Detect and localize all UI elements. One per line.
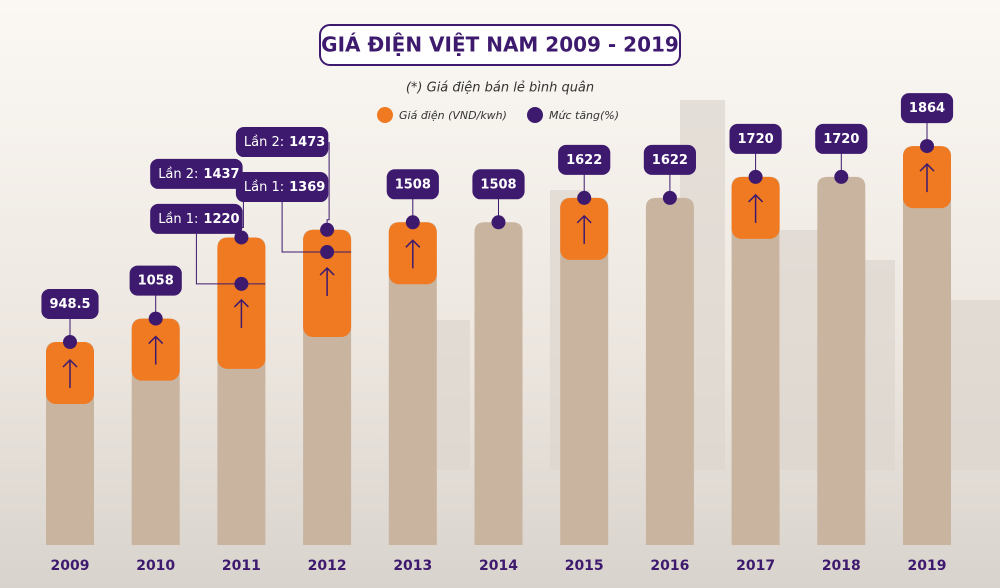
subtitle: (*) Giá điện bán lẻ bình quân [406, 81, 594, 96]
value-label-text: 1622 [652, 152, 688, 167]
value-label-text: 1622 [566, 152, 602, 167]
bar [474, 222, 523, 545]
x-tick-label: 2015 [565, 558, 604, 574]
value-text: 1058 [138, 273, 174, 288]
value-label: 1864 [900, 93, 954, 124]
step-prefix: Lần 1: [158, 211, 198, 226]
value-text: 948.5 [49, 297, 90, 312]
legend-swatch [377, 107, 393, 123]
value-label-text: Lần 1: 1220 [158, 211, 239, 226]
arrow-head [576, 214, 592, 224]
x-tick-label: 2019 [908, 558, 947, 574]
step-value: 1473 [289, 135, 325, 150]
bar [560, 197, 609, 545]
value-label-text: 1058 [138, 273, 174, 288]
value-label-text: 1508 [395, 177, 431, 192]
value-label-text: Lần 1: 1369 [244, 180, 325, 195]
value-text: 1864 [909, 101, 945, 116]
x-tick-label: 2014 [479, 558, 518, 574]
value-label-box [558, 144, 611, 175]
value-text: 1720 [738, 131, 774, 146]
value-label-text: 1720 [738, 131, 774, 146]
value-label-text: Lần 2: 1437 [158, 166, 239, 181]
value-label-box [386, 169, 439, 200]
value-label-box [815, 123, 868, 154]
dot [234, 230, 249, 245]
dot [234, 276, 249, 291]
value-label: 948.5 [41, 289, 99, 320]
step-value: 1369 [289, 180, 325, 195]
bar [903, 146, 951, 545]
value-label: 1508 [386, 169, 439, 200]
dot [320, 222, 335, 237]
value-label-box [150, 158, 243, 189]
value-label-box [129, 265, 182, 296]
chart-title: GIÁ ĐIỆN VIỆT NAM 2009 - 2019 [321, 33, 679, 57]
x-tick-label: 2016 [650, 558, 689, 574]
value-label: Lần 1: 1369 [235, 172, 329, 203]
value-label-box [729, 123, 782, 154]
value-text: 1622 [652, 152, 688, 167]
x-tick-label: 2012 [308, 558, 347, 574]
legend-label: Mức tăng(%) [549, 109, 619, 122]
value-label-text: Lần 2: 1473 [244, 135, 325, 150]
value-label: 1622 [643, 144, 696, 175]
arrow-head [405, 239, 421, 248]
arrow-head [748, 193, 764, 203]
dot [320, 245, 335, 260]
arrow-head [62, 358, 78, 368]
value-label-box [643, 144, 696, 175]
value-label: 1622 [558, 144, 611, 175]
value-label: 1720 [815, 123, 868, 154]
value-label: 1058 [129, 265, 182, 296]
arrow-head [233, 298, 249, 308]
x-tick-label: 2013 [393, 558, 432, 574]
title-box [319, 24, 681, 66]
value-label: Lần 2: 1473 [235, 127, 329, 158]
step-prefix: Lần 1: [244, 180, 284, 195]
x-tick-label: 2011 [222, 558, 261, 574]
value-text: 1720 [823, 131, 859, 146]
value-label-box [472, 169, 525, 200]
x-tick-label: 2009 [51, 558, 90, 574]
value-label: Lần 2: 1437 [150, 158, 243, 189]
step-prefix: Lần 2: [244, 135, 284, 150]
value-label-text: 1864 [909, 101, 945, 116]
arrow-head [148, 335, 164, 345]
legend-label: Giá điện (VND/kwh) [399, 109, 507, 122]
value-label-box [235, 172, 329, 203]
value-label-text: 1508 [480, 177, 516, 192]
bar [731, 176, 780, 546]
bar [817, 176, 866, 546]
value-text: 1508 [395, 177, 431, 192]
x-tick-label: 2010 [136, 558, 175, 574]
value-text: 1622 [566, 152, 602, 167]
value-label-text: 948.5 [49, 297, 90, 312]
value-label-box [150, 203, 243, 234]
step-prefix: Lần 2: [158, 166, 198, 181]
skyline [430, 100, 1000, 470]
value-label-box [900, 93, 954, 124]
bar [388, 222, 437, 545]
legend-swatch [527, 107, 543, 123]
value-label-text: 1720 [823, 131, 859, 146]
x-tick-label: 2017 [736, 558, 775, 574]
value-label-box [235, 127, 329, 158]
step-value: 1220 [203, 211, 239, 226]
bar [645, 197, 694, 545]
step-value: 1437 [203, 166, 239, 181]
value-label: Lần 1: 1220 [150, 203, 243, 234]
arrow-head [319, 266, 335, 276]
value-label: 1508 [472, 169, 525, 200]
arrow-head [919, 163, 935, 172]
value-label-box [41, 289, 99, 320]
value-label: 1720 [729, 123, 782, 154]
x-tick-label: 2018 [822, 558, 861, 574]
value-text: 1508 [480, 177, 516, 192]
